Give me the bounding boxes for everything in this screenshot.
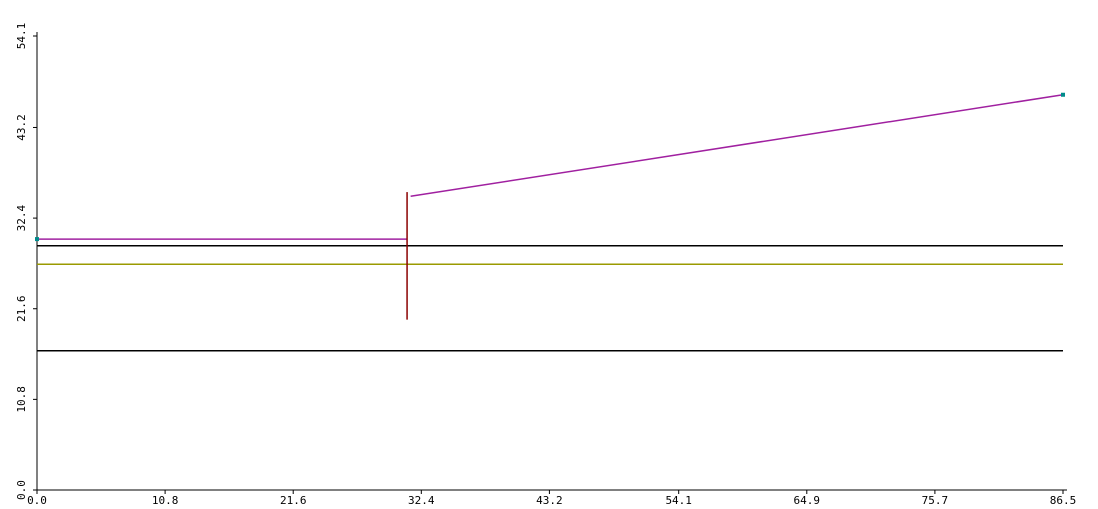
- x-tick-label: 75.7: [922, 494, 949, 507]
- y-tick-label: 0.0: [15, 480, 28, 500]
- x-tick-label: 86.5: [1050, 494, 1077, 507]
- x-tick-label: 32.4: [408, 494, 435, 507]
- y-tick-label: 43.2: [15, 114, 28, 140]
- y-tick-label: 10.8: [15, 386, 28, 413]
- y-tick-label: 32.4: [15, 204, 28, 231]
- y-tick-label: 54.1: [15, 23, 28, 50]
- marker: [35, 237, 39, 242]
- x-tick-label: 0.0: [27, 494, 47, 507]
- y-tick-label: 21.6: [15, 295, 28, 322]
- x-tick-label: 10.8: [152, 494, 179, 507]
- line: [410, 94, 1064, 198]
- x-tick-label: 64.9: [794, 494, 821, 507]
- x-tick-label: 54.1: [665, 494, 692, 507]
- marker: [1061, 92, 1065, 97]
- x-tick-label: 43.2: [536, 494, 563, 507]
- x-tick-label: 21.6: [280, 494, 307, 507]
